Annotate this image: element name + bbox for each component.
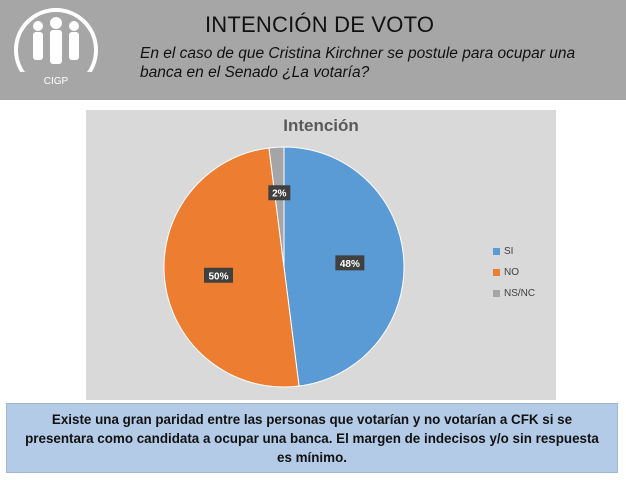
legend-label-nsnc: NS/NC xyxy=(504,288,536,299)
legend-swatch-no xyxy=(493,269,500,276)
data-label-text-nsnc: 2% xyxy=(272,189,287,200)
data-label-box-si xyxy=(335,255,365,271)
page-subtitle: En el caso de que Cristina Kirchner se p… xyxy=(140,45,576,81)
conclusion-text: Existe una gran paridad entre las person… xyxy=(25,411,599,465)
data-label-nsnc: 2% xyxy=(268,185,291,201)
chart-legend: SI NO NS/NC xyxy=(493,241,535,304)
data-label-text-no: 50% xyxy=(209,271,229,282)
legend-item-no: NO xyxy=(493,262,535,283)
data-label-box-nsnc xyxy=(268,185,291,201)
legend-swatch-nsnc xyxy=(493,290,500,297)
data-label-si: 48% xyxy=(335,255,365,271)
header-banner: CIGP INTENCIÓN DE VOTO En el caso de que… xyxy=(0,0,626,100)
pie-chart: Intención 48% 50% 2% SI NO NS/NC xyxy=(86,110,556,400)
pie-slice-no xyxy=(163,147,300,388)
logo-text: CIGP xyxy=(44,76,69,87)
pie-slice-nsnc xyxy=(268,146,285,268)
page-title: INTENCIÓN DE VOTO xyxy=(205,12,435,37)
legend-item-nsnc: NS/NC xyxy=(493,283,535,304)
data-label-no: 50% xyxy=(204,267,234,283)
legend-label-no: NO xyxy=(504,267,519,278)
pie-chart-svg: 48% 50% 2% xyxy=(163,146,405,388)
conclusion-box: Existe una gran paridad entre las person… xyxy=(6,403,618,473)
data-label-box-no xyxy=(204,267,234,283)
legend-swatch-si xyxy=(493,248,500,255)
chart-title: Intención xyxy=(283,116,359,135)
legend-item-si: SI xyxy=(493,241,535,262)
cigp-logo-icon: CIGP xyxy=(14,8,98,92)
legend-label-si: SI xyxy=(504,246,514,257)
data-label-text-si: 48% xyxy=(340,259,360,270)
